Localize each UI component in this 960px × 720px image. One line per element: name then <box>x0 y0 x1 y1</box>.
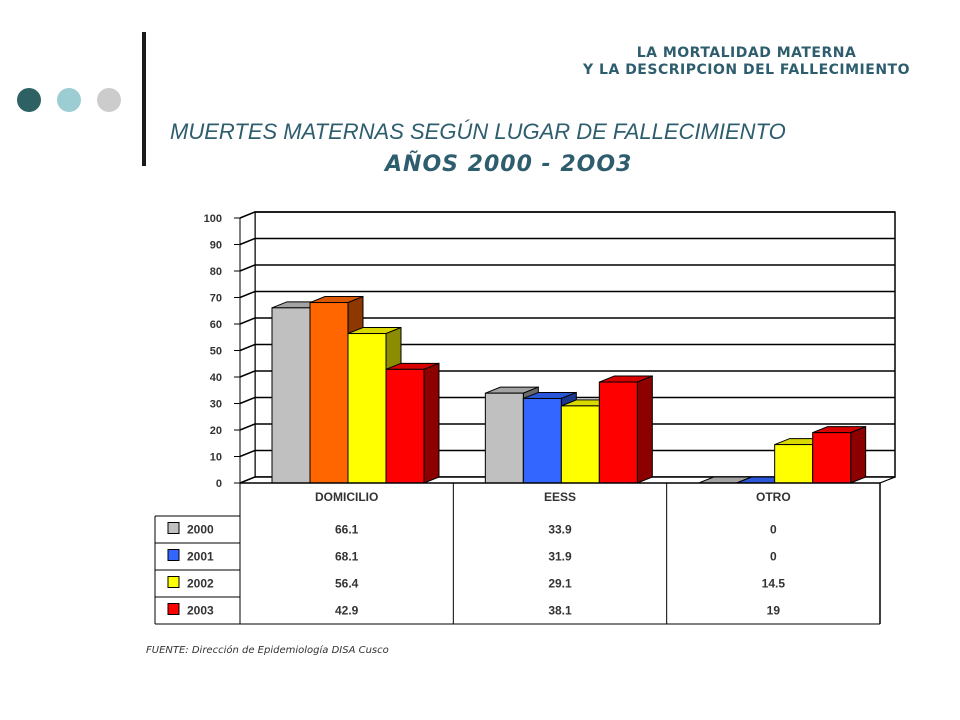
table-cell: 56.4 <box>335 577 359 591</box>
legend-swatch-2001 <box>167 549 180 561</box>
y-tick-label: 90 <box>210 240 222 252</box>
table-cell: 68.1 <box>335 550 359 564</box>
header-line-1: LA MORTALIDAD MATERNA <box>636 45 857 61</box>
bar-eess-2002 <box>560 405 600 484</box>
legend-label-2000: 2000 <box>187 523 214 537</box>
table-cell: 29.1 <box>548 577 572 591</box>
decor-dot-2 <box>57 88 81 112</box>
y-tick-label: 10 <box>210 452 222 464</box>
bar-domicilio-2001 <box>309 302 349 484</box>
bar-domicilio-2003 <box>385 368 425 484</box>
bar-eess-2001 <box>522 397 562 484</box>
table-cell: 31.9 <box>548 550 572 564</box>
gridline-diag <box>239 290 256 299</box>
y-tick-label: 40 <box>210 372 222 384</box>
gridline-diag <box>239 237 256 246</box>
y-tick-label: 30 <box>210 399 222 411</box>
y-tick-label: 70 <box>210 293 222 305</box>
table-cell: 0 <box>770 523 777 537</box>
bar-side <box>423 362 440 484</box>
y-tick-label: 100 <box>204 213 222 225</box>
bar-domicilio-2000 <box>271 307 311 484</box>
bar-eess-2000 <box>484 392 524 484</box>
table-cell: 33.9 <box>548 523 572 537</box>
table-cell: 38.1 <box>548 604 572 618</box>
bar-side <box>850 425 867 484</box>
gridline-diag <box>239 317 256 325</box>
decor-dot-1 <box>17 88 41 112</box>
decor-dot-3 <box>97 88 121 112</box>
source-note: FUENTE: Dirección de Epidemiología DISA … <box>146 645 389 656</box>
legend-swatch-2002 <box>167 576 180 588</box>
gridline-diag <box>239 476 256 484</box>
bar-eess-2003 <box>598 381 638 484</box>
legend-label-2001: 2001 <box>187 550 214 564</box>
gridline-diag <box>239 264 256 272</box>
legend-swatch-2003 <box>167 603 180 615</box>
table-cell: 66.1 <box>335 523 359 537</box>
chart-title-line-1: MUERTES MATERNAS SEGÚN LUGAR DE FALLECIM… <box>170 119 786 144</box>
gridline-diag <box>239 211 256 219</box>
y-tick-label: 60 <box>210 319 222 331</box>
y-tick-label: 80 <box>210 266 222 278</box>
legend-label-2003: 2003 <box>187 604 214 618</box>
table-header-otro: OTRO <box>756 490 791 504</box>
gridline-diag <box>239 449 256 458</box>
gridline-diag <box>239 423 256 431</box>
decor-vertical-bar <box>142 32 146 166</box>
gridline-diag <box>239 370 256 378</box>
table-header-eess: EESS <box>544 490 576 504</box>
y-tick-label: 20 <box>210 425 222 437</box>
y-tick-label: 50 <box>210 346 222 358</box>
bar-domicilio-2002 <box>347 333 387 484</box>
header-line-2: Y LA DESCRIPCION DEL FALLECIMIENTO <box>583 62 910 78</box>
legend-label-2002: 2002 <box>187 577 214 591</box>
table-corner <box>879 476 896 484</box>
table-cell: 42.9 <box>335 604 359 618</box>
header-block: LA MORTALIDAD MATERNA Y LA DESCRIPCION D… <box>583 45 910 79</box>
table-cell: 14.5 <box>762 577 786 591</box>
bar-otro-2002 <box>774 444 814 484</box>
legend-swatch-2000 <box>167 522 180 534</box>
gridline-diag <box>239 343 256 352</box>
y-tick-label: 0 <box>216 478 222 490</box>
chart-title-line-2: AÑOS 2000 - 2OO3 <box>385 152 633 177</box>
gridline-diag <box>239 396 256 405</box>
table-header-domicilio: DOMICILIO <box>315 490 378 504</box>
table-cell: 0 <box>770 550 777 564</box>
bar-side <box>636 375 653 484</box>
bar-otro-2003 <box>812 432 852 484</box>
table-cell: 19 <box>767 604 781 618</box>
